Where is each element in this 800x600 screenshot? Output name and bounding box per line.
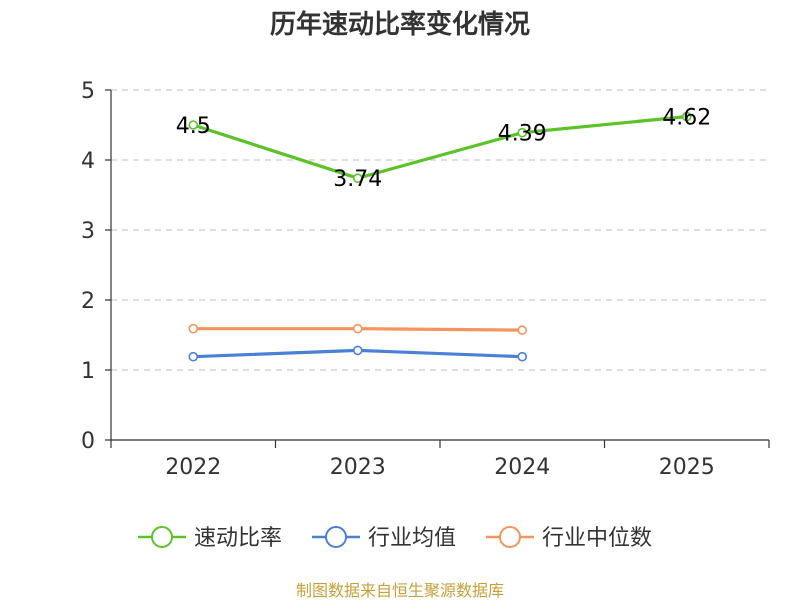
x-tick-label: 2025: [659, 455, 715, 480]
series-0: [188, 111, 692, 183]
legend-item[interactable]: 速动比率: [138, 526, 282, 551]
y-tick-label: 2: [81, 289, 95, 314]
series-1: [188, 345, 528, 362]
legend-label: 行业均值: [368, 526, 456, 551]
data-point[interactable]: [188, 351, 199, 362]
legend[interactable]: 速动比率 行业均值 行业中位数: [138, 526, 652, 551]
x-tick-label: 2022: [165, 455, 221, 480]
data-label: 4.62: [662, 106, 711, 131]
data-point[interactable]: [517, 325, 528, 335]
series-layer: [188, 111, 692, 362]
data-label: 3.74: [333, 167, 382, 192]
data-label: 4.39: [498, 122, 547, 147]
y-tick-label: 4: [81, 149, 95, 174]
data-labels: 4.5 3.74 4.39 4.62: [176, 106, 711, 193]
y-tick-label: 1: [81, 359, 95, 384]
legend-item[interactable]: 行业中位数: [486, 526, 652, 551]
chart-title: 历年速动比率变化情况: [270, 9, 530, 40]
axes: 0 1 2 3 4 5 2022 2023 2024 2025: [81, 79, 770, 480]
y-tick-label: 3: [81, 219, 95, 244]
legend-label: 行业中位数: [542, 526, 652, 551]
data-point[interactable]: [352, 345, 363, 356]
data-point[interactable]: [681, 111, 692, 122]
y-tick-label: 5: [81, 79, 95, 104]
legend-marker-icon: [325, 526, 347, 548]
data-point[interactable]: [352, 323, 363, 334]
data-point[interactable]: [188, 120, 199, 130]
x-tick-label: 2024: [494, 455, 550, 480]
legend-label: 速动比率: [194, 526, 282, 551]
legend-marker-icon: [499, 526, 521, 548]
legend-item[interactable]: 行业均值: [312, 526, 456, 551]
series-line: [191, 114, 689, 180]
data-point[interactable]: [188, 323, 199, 334]
data-point[interactable]: [517, 351, 528, 362]
data-label: 4.5: [176, 114, 211, 139]
legend-marker-icon: [151, 526, 173, 548]
series-2: [188, 323, 528, 335]
x-tick-label: 2023: [330, 455, 386, 480]
source-note: 制图数据来自恒生聚源数据库: [296, 581, 504, 600]
data-point[interactable]: [517, 127, 528, 138]
y-tick-label: 0: [81, 429, 95, 454]
data-point[interactable]: [352, 173, 363, 183]
